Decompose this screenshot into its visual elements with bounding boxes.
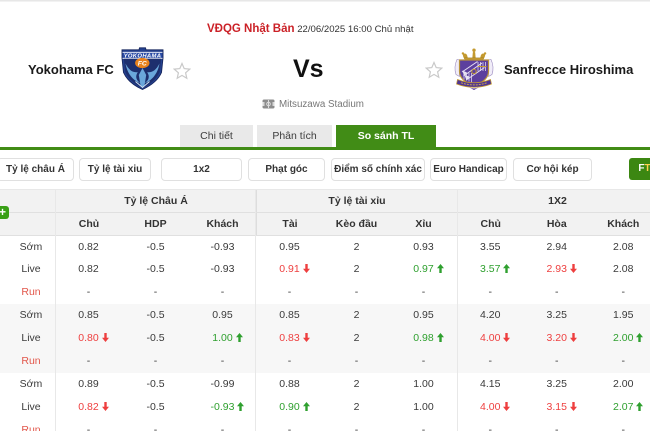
svg-text:YOKOHAMA: YOKOHAMA [123, 53, 161, 59]
svg-text:FC: FC [137, 60, 146, 67]
